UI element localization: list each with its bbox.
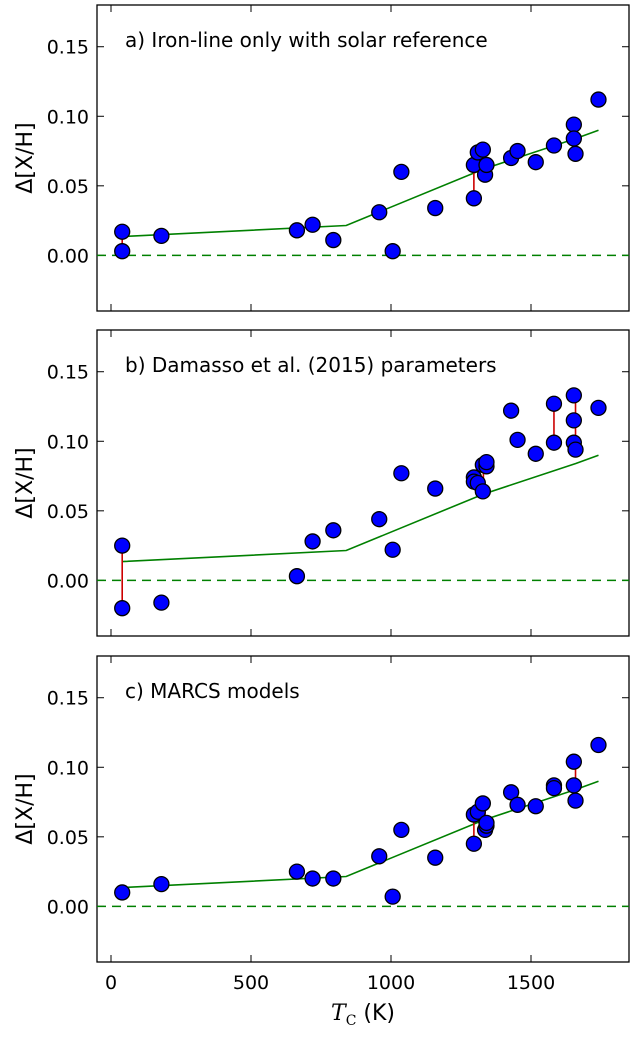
data-point [509,142,526,160]
data-point [565,387,582,404]
data-point [509,796,526,813]
panel-title: a) Iron-line only with solar reference [125,28,488,52]
y-tick-label: 0.05 [47,501,89,523]
data-point [288,568,306,585]
data-point [427,199,444,217]
data-point [502,402,520,419]
data-point [474,141,491,158]
data-point [325,231,342,249]
x-tick-label: 1500 [507,972,555,994]
data-point [590,399,607,417]
x-axis-label: TC (K) [331,1001,395,1029]
data-point [384,888,401,905]
data-point [545,137,563,154]
x-tick-label: 0 [105,972,117,994]
fit-line [122,780,599,889]
data-point [427,849,444,866]
data-point [474,483,491,500]
panel-title: b) Damasso et al. (2015) parameters [125,353,497,377]
data-point [478,156,495,174]
data-point [465,190,483,207]
data-point [114,600,131,617]
y-axis-label: Δ[X/H] [13,773,38,844]
data-point [590,736,607,754]
data-point [114,884,131,901]
data-point [527,154,544,171]
plot-frame [96,655,630,963]
data-point [114,223,131,240]
data-point [509,431,526,449]
data-point [304,533,321,550]
data-point [325,522,342,539]
data-point [393,163,410,181]
plot-frame [96,329,630,637]
y-tick-label: 0.15 [47,37,89,59]
data-point [288,863,306,880]
data-point [567,145,584,162]
y-tick-label: 0.05 [47,176,89,198]
y-tick-label: 0.00 [47,896,89,918]
data-point [565,777,582,794]
y-axis-label: Δ[X/H] [13,447,38,518]
plot-frame [96,4,630,312]
data-point [304,216,321,233]
data-point [114,537,131,554]
data-point [545,779,563,797]
fit-line [122,129,599,238]
data-point [325,870,342,887]
data-point [288,222,306,239]
y-tick-label: 0.10 [47,106,89,128]
data-point [567,441,584,458]
x-tick-label: 500 [233,972,269,994]
data-point [474,795,491,812]
data-point [427,480,444,497]
fit-line [122,454,599,563]
y-tick-label: 0.00 [47,245,89,267]
data-point [371,848,388,865]
y-axis-label: Δ[X/H] [13,122,38,193]
data-point [545,434,563,451]
data-point [567,792,584,809]
data-point [565,130,582,147]
x-tick-label: 1000 [367,972,415,994]
data-point [384,243,401,260]
y-tick-label: 0.15 [47,688,89,710]
data-point [527,798,544,815]
data-point [153,227,170,245]
data-point [393,821,410,839]
data-point [565,412,582,429]
data-point [545,395,563,412]
data-point [393,465,410,482]
data-point [590,91,607,108]
data-point [384,541,401,558]
panel-a: 0.00 0.05 0.10 0.15 a) Iron-line only with s… [13,4,630,312]
data-point [502,784,520,801]
y-tick-label: 0.10 [47,431,89,453]
data-point [153,594,170,611]
data-point [153,875,170,893]
data-point [114,243,131,260]
data-point [304,870,321,887]
data-point [565,116,582,133]
data-point [565,753,582,770]
panel-b: 0.00 0.05 0.10 0.15 b) Damasso et al. (2015)… [13,329,630,637]
data-point [527,445,544,462]
y-tick-label: 0.15 [47,362,89,384]
y-tick-label: 0.10 [47,757,89,779]
y-tick-label: 0.00 [47,570,89,592]
panel-title: c) MARCS models [125,679,300,703]
data-point [478,814,495,832]
panel-c: 0.00 0.05 0.10 0.15 0 500 1000 1500 c) MARCS mod… [13,655,630,994]
y-tick-label: 0.05 [47,827,89,849]
data-point [371,511,388,528]
data-point [465,835,483,852]
data-point [478,453,495,471]
data-point [371,204,388,221]
